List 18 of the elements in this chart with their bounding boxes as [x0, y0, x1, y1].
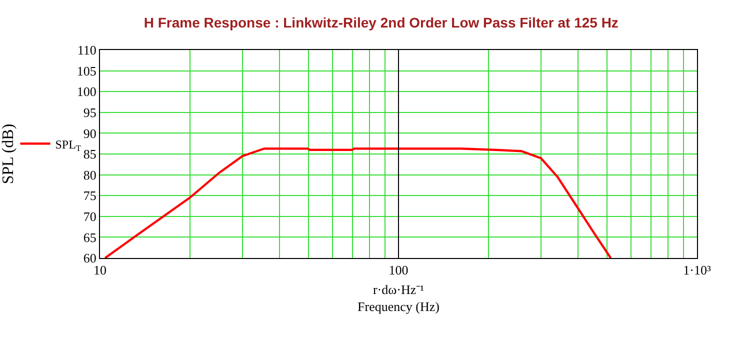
y-axis-title: SPL (dB) — [0, 124, 17, 184]
y-tick-label: 80 — [83, 167, 96, 182]
y-tick-label: 75 — [83, 188, 96, 204]
x-tick-label: 10 — [94, 262, 106, 278]
y-tick-label: 85 — [83, 146, 96, 162]
legend-label: SPL$_{T}$ — [55, 137, 82, 153]
chart-title: H Frame Response : Linkwitz-Riley 2nd Order Low Pass Filter at 125 Hz — [144, 14, 618, 30]
x-tick-label: 1·10³ — [683, 262, 711, 278]
y-tick-label: 110 — [77, 42, 96, 58]
y-tick-label: 95 — [83, 104, 96, 120]
x-axis-title: r·dω·Hz⁻¹ Frequency (Hz) — [358, 282, 440, 314]
y-tick-label: 100 — [76, 84, 96, 100]
y-tick-label: 105 — [76, 63, 96, 78]
y-tick-label: 90 — [83, 126, 96, 141]
y-tick-label: 70 — [83, 208, 96, 224]
x-tick-label: 100 — [388, 262, 408, 278]
y-tick-label: 65 — [83, 230, 96, 245]
y-tick-label: 60 — [83, 250, 96, 266]
